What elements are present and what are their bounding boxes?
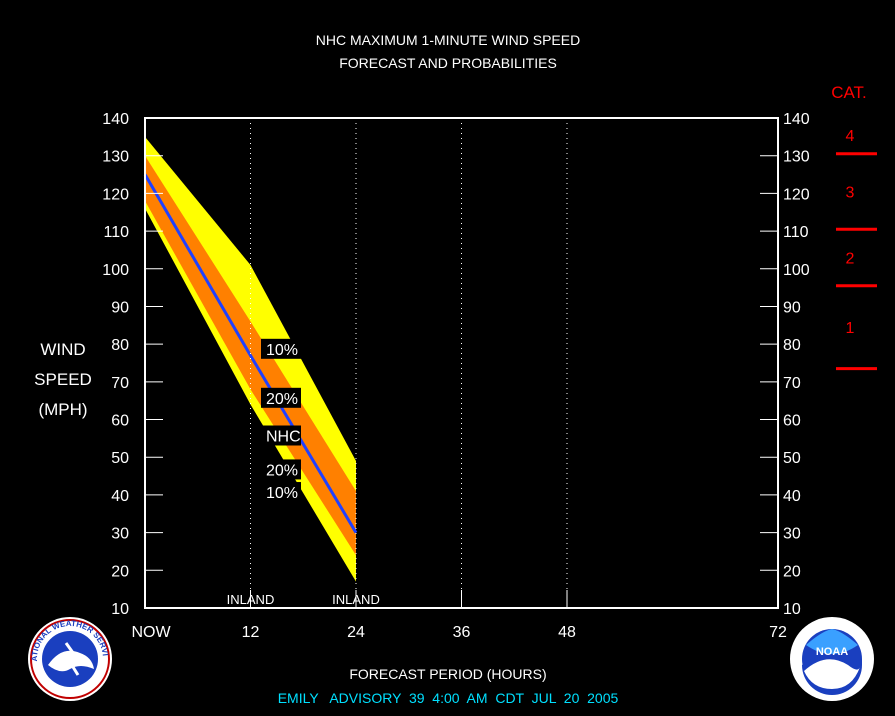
chart-title: NHC MAXIMUM 1-MINUTE WIND SPEED bbox=[316, 32, 580, 48]
y-tick-label-left: 80 bbox=[111, 337, 129, 354]
y-tick-label-right: 60 bbox=[783, 413, 801, 430]
y-label-line-2: SPEED bbox=[34, 370, 92, 389]
nws-logo: NATIONAL WEATHER SERVICE bbox=[28, 617, 112, 701]
probability-label-box bbox=[261, 338, 301, 359]
x-tick-label: 24 bbox=[347, 624, 365, 641]
y-tick-label-left: 110 bbox=[103, 224, 129, 241]
y-tick-label-left: 120 bbox=[102, 186, 129, 203]
y-tick-label-left: 10 bbox=[111, 601, 129, 618]
probability-label: 20% bbox=[266, 391, 298, 408]
category-label: 1 bbox=[846, 320, 855, 337]
probability-label: 10% bbox=[266, 342, 298, 359]
inland-markers: INLAND INLAND bbox=[227, 592, 380, 607]
y-tick-label-right: 70 bbox=[783, 375, 801, 392]
probability-label-box bbox=[261, 482, 301, 503]
y-tick-label-right: 10 bbox=[783, 601, 801, 618]
x-tick-label: NOW bbox=[131, 624, 171, 641]
probability-label: 20% bbox=[266, 462, 298, 479]
y-tick-label-right: 20 bbox=[783, 563, 801, 580]
probability-label: 10% bbox=[266, 485, 298, 502]
y-tick-label-right: 130 bbox=[783, 149, 810, 166]
y-tick-label-right: 50 bbox=[783, 450, 801, 467]
y-tick-label-right: 80 bbox=[783, 337, 801, 354]
x-tick-label: 48 bbox=[558, 624, 576, 641]
probability-label-box bbox=[261, 459, 301, 480]
x-tick-label: 12 bbox=[242, 624, 260, 641]
inland-label: INLAND bbox=[332, 592, 380, 607]
probability-labels: 10% 20% NHC 20% 10% bbox=[261, 338, 301, 503]
y-label-line-1: WIND bbox=[40, 340, 85, 359]
inland-label: INLAND bbox=[227, 592, 275, 607]
chart-subtitle: FORECAST AND PROBABILITIES bbox=[339, 55, 557, 71]
x-tick-label: 72 bbox=[769, 624, 787, 641]
y-label-line-3: (MPH) bbox=[38, 400, 87, 419]
y-tick-label-left: 130 bbox=[102, 149, 129, 166]
category-scale: 1 2 3 4 bbox=[836, 128, 877, 371]
y-tick-label-left: 100 bbox=[102, 262, 129, 279]
x-tick-label: 36 bbox=[453, 624, 471, 641]
category-label: 2 bbox=[846, 250, 855, 267]
y-tick-label-left: 70 bbox=[111, 375, 129, 392]
y-tick-label-left: 40 bbox=[111, 488, 129, 505]
x-axis: NOW 12 24 36 48 72 bbox=[131, 590, 787, 641]
y-tick-label-right: 140 bbox=[783, 111, 810, 128]
probability-label-box bbox=[261, 425, 301, 446]
y-axis: 10 10 20 20 30 30 40 40 50 50 60 60 70 70 80 80 90 90 100 1… bbox=[102, 111, 810, 618]
y-tick-label-right: 30 bbox=[783, 526, 801, 543]
category-label: 3 bbox=[846, 185, 855, 202]
y-tick-label-left: 20 bbox=[111, 563, 129, 580]
nhc-forecast-line bbox=[143, 173, 358, 534]
probability-label-box bbox=[261, 387, 301, 408]
y-tick-label-right: 100 bbox=[783, 262, 810, 279]
y-tick-label-left: 30 bbox=[111, 526, 129, 543]
x-axis-label: FORECAST PERIOD (HOURS) bbox=[349, 666, 546, 682]
y-tick-label-left: 50 bbox=[111, 450, 129, 467]
y-tick-label-right: 120 bbox=[783, 186, 810, 203]
probability-label: NHC bbox=[266, 429, 301, 446]
category-title: CAT. bbox=[831, 83, 867, 102]
y-tick-label-left: 60 bbox=[111, 413, 129, 430]
y-tick-label-left: 90 bbox=[111, 299, 129, 316]
noaa-logo-text: NOAA bbox=[816, 646, 848, 658]
y-tick-label-left: 140 bbox=[102, 111, 129, 128]
y-tick-label-right: 90 bbox=[783, 299, 801, 316]
category-label: 4 bbox=[846, 128, 855, 145]
advisory-footer: EMILY ADVISORY 39 4:00 AM CDT JUL 20 200… bbox=[278, 690, 619, 706]
y-tick-label-right: 110 bbox=[783, 224, 809, 241]
x-gridlines bbox=[250, 118, 568, 608]
noaa-logo: NOAA bbox=[790, 617, 874, 701]
probability-bands bbox=[143, 136, 358, 582]
y-tick-label-right: 40 bbox=[783, 488, 801, 505]
